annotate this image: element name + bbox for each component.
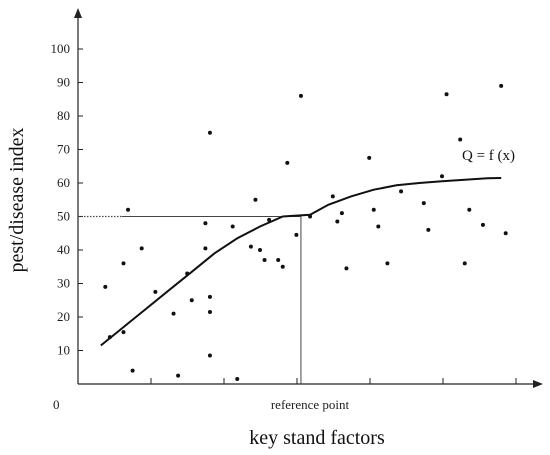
data-point [267, 217, 272, 222]
data-point [171, 311, 176, 316]
data-point [207, 130, 212, 135]
data-point [335, 219, 340, 224]
data-point [367, 155, 372, 160]
y-axis-title: pest/disease index [6, 128, 28, 273]
y-tick-label: 10 [57, 343, 70, 358]
y-axis-arrowhead [74, 8, 82, 18]
data-point [235, 376, 240, 381]
data-point [189, 298, 194, 303]
data-point [399, 189, 404, 194]
data-point [499, 83, 504, 88]
data-point [230, 224, 235, 229]
curve-label: Q = f (x) [462, 148, 515, 164]
y-tick-marks [78, 48, 83, 351]
y-tick-label: 50 [57, 209, 70, 224]
data-point [248, 244, 253, 249]
data-point [440, 174, 444, 179]
data-point [480, 222, 485, 227]
data-point [207, 294, 212, 299]
data-point [207, 309, 212, 314]
data-point [298, 93, 303, 98]
data-point [467, 207, 472, 212]
data-point [294, 232, 299, 237]
y-tick-label: 20 [57, 309, 70, 324]
data-point [330, 194, 335, 199]
data-point [203, 221, 208, 226]
y-tick-label: 80 [57, 108, 70, 123]
data-point [376, 224, 381, 229]
x-axis-title: key stand factors [249, 427, 385, 449]
data-point [253, 197, 258, 202]
data-point [176, 373, 181, 378]
data-point [280, 264, 285, 269]
data-point [207, 353, 212, 358]
data-point [139, 246, 144, 251]
y-tick-label: 60 [57, 175, 70, 190]
fit-curve [100, 177, 502, 347]
y-tick-label: 100 [51, 41, 71, 56]
data-point [339, 211, 344, 216]
y-tick-label: 40 [57, 242, 70, 257]
data-point [130, 368, 135, 373]
data-point [153, 289, 158, 294]
data-point [458, 137, 463, 142]
data-point [203, 246, 208, 251]
x-axis-arrowhead [533, 380, 543, 388]
data-point [258, 248, 262, 252]
data-point [276, 258, 281, 263]
y-tick-labels: 10 20 30 40 50 60 70 80 90 100 [51, 41, 71, 358]
data-point [121, 330, 126, 335]
data-point [126, 207, 131, 212]
origin-label: 0 [53, 397, 60, 412]
data-point [344, 266, 349, 271]
y-tick-label: 30 [57, 276, 70, 291]
x-tick-marks [150, 378, 517, 384]
data-point [503, 231, 508, 236]
data-points [103, 83, 508, 381]
data-point [421, 201, 426, 206]
data-point [385, 261, 390, 266]
data-point [285, 160, 290, 165]
data-point [426, 227, 431, 232]
data-point [121, 261, 126, 266]
y-tick-label: 90 [57, 75, 70, 90]
y-tick-label: 70 [57, 142, 70, 157]
data-point [444, 92, 449, 97]
data-point [371, 207, 376, 212]
reference-point-label: reference point [271, 397, 350, 412]
data-point [103, 284, 108, 289]
data-point [462, 261, 467, 266]
data-point [262, 258, 267, 263]
